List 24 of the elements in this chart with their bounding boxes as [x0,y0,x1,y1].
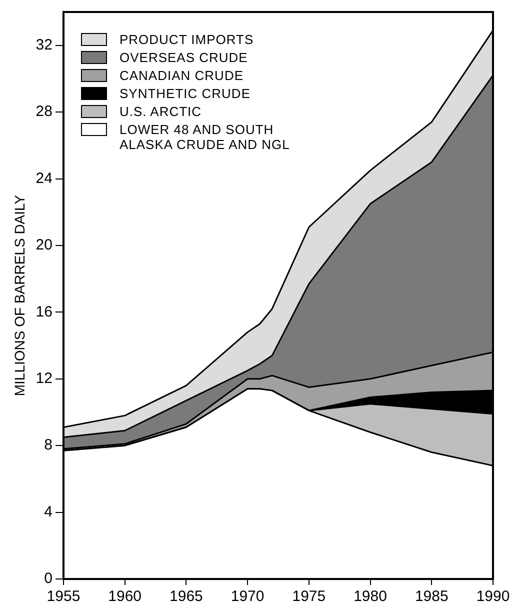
y-axis-title: MILLIONS OF BARRELS DAILY [11,194,28,396]
legend-label: SYNTHETIC CRUDE [119,86,250,101]
y-tick-label: 20 [36,236,52,254]
y-tick-label: 12 [36,370,52,388]
y-tick-label: 28 [36,103,52,120]
x-tick-label: 1965 [170,588,203,606]
x-tick-label: 1990 [476,588,510,606]
y-tick-label: 0 [44,570,52,588]
y-tick-label: 16 [36,303,52,320]
y-tick-label: 32 [36,36,52,54]
legend-label: CANADIAN CRUDE [119,68,244,83]
y-tick-label: 4 [44,503,52,520]
legend-label: PRODUCT IMPORTS [119,32,254,47]
y-tick-label: 24 [36,170,52,187]
legend-label: OVERSEAS CRUDE [119,50,248,65]
x-tick-label: 1970 [230,588,264,606]
legend-label: LOWER 48 AND SOUTH ALASKA CRUDE AND NGL [119,122,291,152]
x-tick-label: 1980 [354,588,387,606]
x-tick-label: 1985 [414,588,448,606]
y-tick-label: 8 [44,436,52,454]
x-tick-label: 1955 [46,588,80,606]
x-tick-label: 1960 [108,588,142,606]
x-tick-label: 1975 [292,588,326,606]
legend-label: U.S. ARCTIC [119,104,202,119]
